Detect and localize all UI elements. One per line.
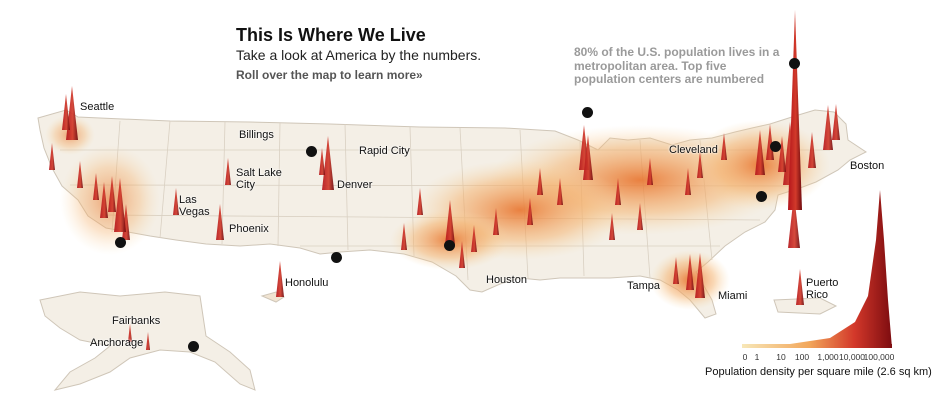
- page-subtitle: Take a look at America by the numbers.: [236, 47, 482, 63]
- city-label-phoenix[interactable]: Phoenix: [229, 223, 269, 235]
- population-spike: [445, 200, 455, 245]
- city-label-line: Salt Lake: [236, 167, 282, 179]
- population-spike: [647, 158, 653, 185]
- population-spike: [673, 257, 679, 284]
- population-spike: [225, 158, 231, 185]
- legend-tick: 100,000: [863, 352, 895, 362]
- city-label-rapid-city[interactable]: Rapid City: [359, 145, 410, 157]
- page-title: This Is Where We Live: [236, 25, 426, 45]
- population-spike: [459, 241, 465, 268]
- marker-dot[interactable]: [769, 140, 781, 152]
- population-spike: [128, 324, 132, 342]
- population-spike-new-york: [788, 10, 802, 210]
- population-spike: [832, 104, 840, 140]
- marker-dot[interactable]: [114, 236, 126, 248]
- population-spike: [146, 332, 150, 350]
- population-spike: [808, 132, 816, 168]
- population-spike: [537, 168, 543, 195]
- city-label-miami[interactable]: Miami: [718, 290, 748, 302]
- puerto-rico-landmass[interactable]: [773, 297, 838, 315]
- population-spike: [173, 188, 179, 215]
- population-spike: [695, 253, 705, 298]
- population-spike: [697, 151, 703, 178]
- city-label-line: City: [236, 179, 255, 191]
- note-line: population centers are numbered: [574, 72, 765, 86]
- legend: [742, 190, 892, 348]
- legend-tick: 1: [754, 352, 760, 362]
- population-spike: [685, 168, 691, 195]
- city-label-anchorage[interactable]: Anchorage: [90, 337, 144, 349]
- population-spike: [583, 135, 593, 180]
- legend-tick: 10: [776, 352, 786, 362]
- legend-tick: 10,000: [839, 352, 865, 362]
- city-label-line: Las: [179, 194, 197, 206]
- city-label-honolulu[interactable]: Honolulu: [285, 277, 329, 289]
- population-spike: [557, 178, 563, 205]
- city-label-line: Vegas: [179, 206, 210, 218]
- population-spike: [93, 173, 99, 200]
- population-spike: [493, 208, 499, 235]
- population-spike: [788, 194, 800, 248]
- population-spike: [721, 133, 727, 160]
- marker-dot[interactable]: [330, 251, 342, 263]
- population-spike: [108, 176, 116, 212]
- population-spike: [216, 204, 224, 240]
- population-spike: [49, 143, 55, 170]
- city-label-salt-lake-city[interactable]: Salt Lake City: [236, 167, 282, 191]
- population-spikes: [49, 10, 840, 350]
- legend-tick: 100: [794, 352, 810, 362]
- marker-dot[interactable]: [788, 57, 800, 69]
- population-spike: [417, 188, 423, 215]
- city-label-las-vegas[interactable]: Las Vegas: [179, 194, 210, 218]
- city-label-tampa[interactable]: Tampa: [627, 280, 661, 292]
- city-label-puerto-rico[interactable]: Puerto Rico: [806, 277, 838, 301]
- marker-dot[interactable]: [443, 239, 455, 251]
- population-spike: [471, 225, 477, 252]
- legend-label: Population density per square mile (2.6 …: [705, 366, 932, 378]
- city-label-line: Rico: [806, 289, 829, 301]
- legend-base-bar: [742, 344, 892, 348]
- marker-dot[interactable]: [187, 340, 199, 352]
- population-spike: [686, 254, 694, 290]
- population-spike: [609, 213, 615, 240]
- population-spike: [755, 130, 765, 175]
- city-label-boston[interactable]: Boston: [850, 160, 885, 172]
- city-label-line: Puerto: [806, 277, 839, 289]
- city-label-fairbanks[interactable]: Fairbanks: [112, 315, 161, 327]
- city-label-seattle[interactable]: Seattle: [80, 101, 115, 113]
- legend-tick: 1,000: [817, 352, 839, 362]
- population-spike: [615, 178, 621, 205]
- population-spike: [823, 105, 833, 150]
- marker-dot[interactable]: [581, 106, 593, 118]
- population-spike: [796, 269, 804, 305]
- population-spike: [100, 182, 108, 218]
- city-label-cleveland[interactable]: Cleveland: [669, 144, 718, 156]
- legend-tick: 0: [742, 352, 748, 362]
- population-spike: [114, 178, 126, 232]
- metro-population-note: 80% of the U.S. population lives in a me…: [574, 45, 814, 87]
- population-spike: [77, 161, 83, 188]
- city-label-houston[interactable]: Houston: [486, 274, 527, 286]
- population-spike: [276, 261, 284, 297]
- population-spike: [322, 136, 334, 190]
- marker-dot[interactable]: [305, 145, 317, 157]
- roll-over-prompt-link[interactable]: Roll over the map to learn more»: [236, 68, 423, 82]
- population-spike: [527, 198, 533, 225]
- population-spike: [401, 223, 407, 250]
- population-spike: [637, 203, 643, 230]
- legend-density-curve: [742, 190, 892, 348]
- marker-dot[interactable]: [755, 190, 767, 202]
- city-label-billings[interactable]: Billings: [239, 129, 274, 141]
- note-line: 80% of the U.S. population lives in a: [574, 45, 780, 59]
- note-line: metropolitan area. Top five: [574, 58, 727, 73]
- population-spike: [778, 136, 786, 172]
- population-spike: [319, 148, 325, 175]
- city-label-denver[interactable]: Denver: [337, 179, 373, 191]
- population-spike: [62, 94, 70, 130]
